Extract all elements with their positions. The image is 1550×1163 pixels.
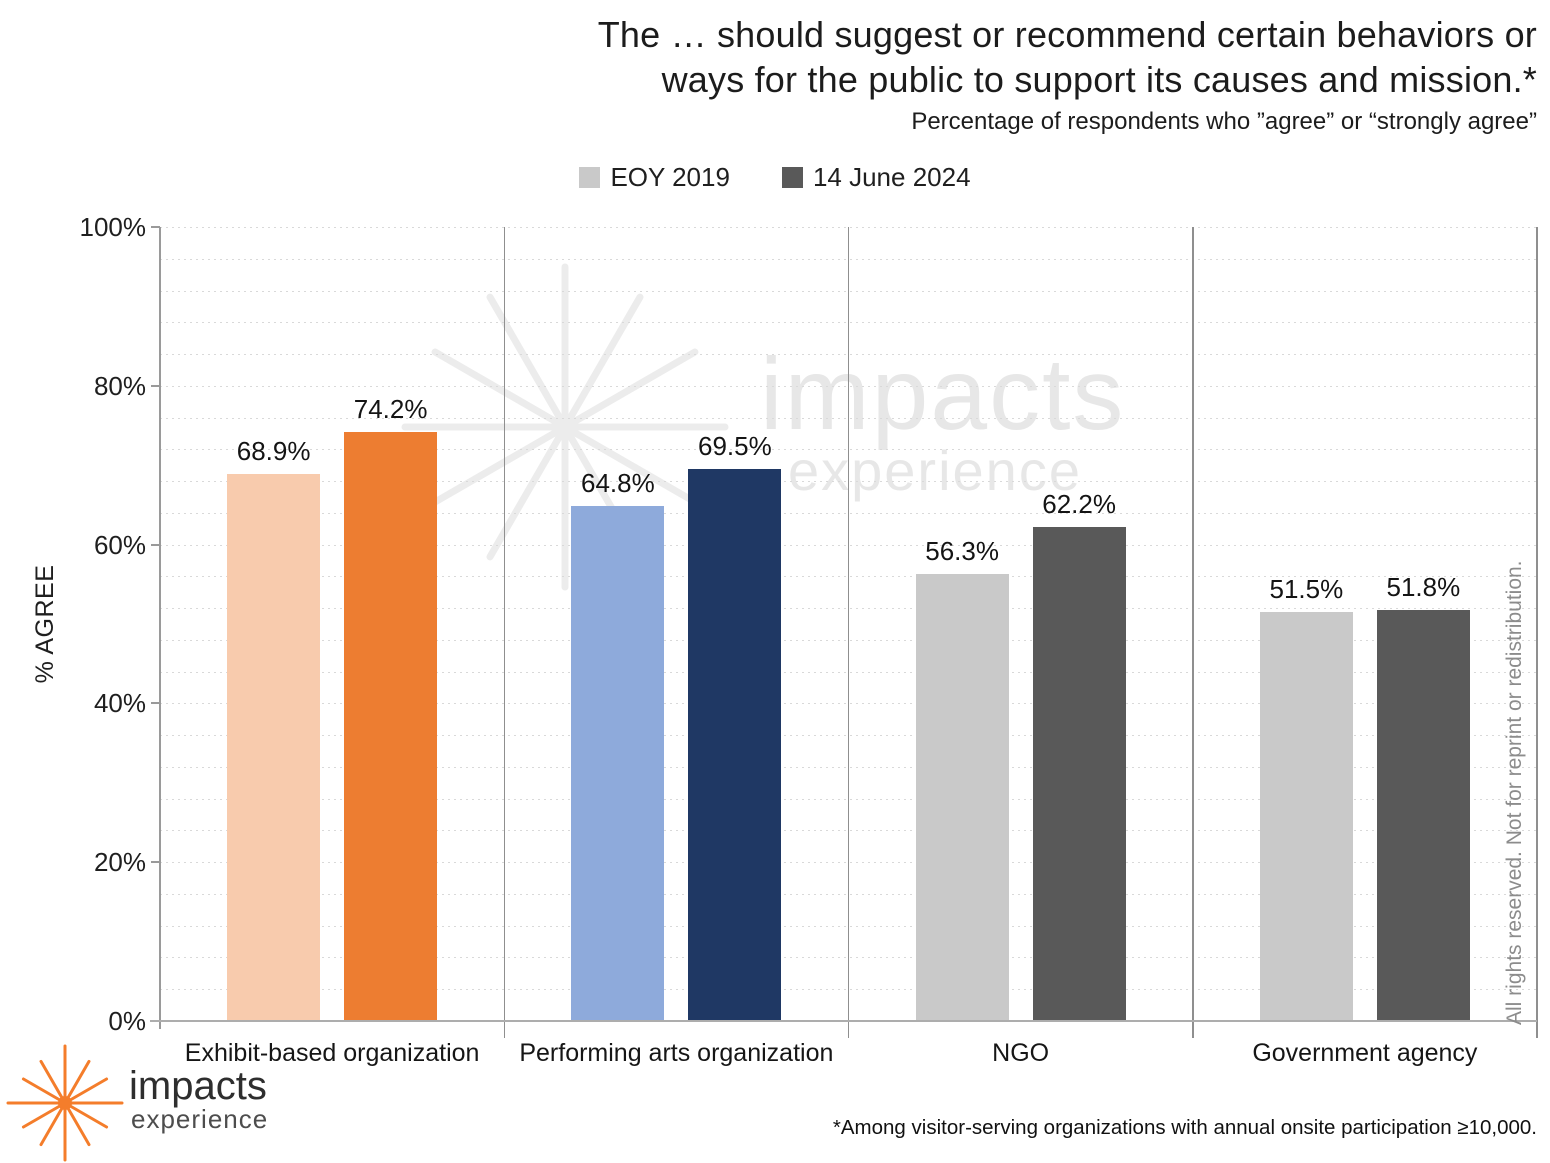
y-axis-title: % AGREE (31, 564, 59, 684)
chart-title-line1: The … should suggest or recommend certai… (597, 14, 1537, 55)
y-axis-tick (151, 226, 160, 228)
category-separator (847, 227, 850, 1038)
legend-item-14-june-2024: 14 June 2024 (781, 162, 971, 193)
bar-14-june-2024-1 (344, 431, 438, 1021)
value-label: 51.5% (1269, 574, 1344, 605)
value-label: 64.8% (581, 468, 655, 499)
logo-sub-text: experience (131, 1104, 269, 1134)
value-label: 62.2% (1042, 489, 1116, 520)
logo-brand-text: impacts (129, 1064, 267, 1108)
legend: EOY 2019 14 June 2024 (0, 162, 1550, 193)
logo-starburst-icon (6, 1044, 124, 1162)
chart-title-line2: ways for the public to support its cause… (661, 59, 1537, 100)
y-axis-tick (151, 384, 160, 387)
bar-eoy-2019-3 (915, 573, 1009, 1021)
bar-14-june-2024-3 (1032, 527, 1126, 1021)
category-label: Exhibit-based organization (184, 1039, 480, 1067)
y-axis-tick (151, 543, 160, 546)
y-tick-label: 0% (108, 1006, 146, 1036)
bar-14-june-2024-2 (688, 469, 782, 1021)
title-block: The … should suggest or recommend certai… (598, 12, 1537, 137)
bar-eoy-2019-2 (571, 506, 665, 1021)
legend-item-eoy-2019: EOY 2019 (579, 162, 730, 193)
bar-eoy-2019-4 (1259, 612, 1353, 1021)
rights-notice-wrap: All rights reserved. Not for reprint or … (1502, 505, 1528, 1025)
legend-label-eoy-2019: EOY 2019 (610, 162, 730, 192)
category-separator (1192, 227, 1194, 1038)
y-tick-label: 20% (93, 847, 146, 878)
footnote: *Among visitor-serving organizations wit… (832, 1116, 1537, 1139)
y-axis-tick (151, 702, 160, 705)
plot-area: impacts experience 68.9% 74.2% 64.8% 69.5% 5… (160, 227, 1538, 1038)
rights-notice: All rights reserved. Not for reprint or … (1503, 560, 1526, 1025)
watermark-brand-text: impacts (760, 337, 1126, 451)
watermark-sub-text: experience (788, 439, 1082, 502)
legend-label-14-june-2024: 14 June 2024 (812, 162, 971, 192)
y-axis-tick (151, 861, 160, 864)
value-label: 69.5% (698, 431, 772, 462)
bar-14-june-2024-4 (1376, 609, 1470, 1021)
value-label: 68.9% (236, 435, 311, 466)
value-label: 74.2% (353, 393, 428, 424)
legend-swatch-eoy-2019 (579, 167, 601, 188)
y-axis-line (159, 227, 161, 1029)
category-separator (503, 227, 505, 1038)
y-tick-label: 40% (93, 688, 146, 719)
category-label: Government agency (1252, 1039, 1478, 1067)
y-tick-label: 60% (93, 529, 146, 560)
y-tick-label: 100% (79, 212, 147, 242)
bar-eoy-2019-1 (227, 473, 321, 1021)
category-label: NGO (992, 1039, 1050, 1067)
watermark-starburst-icon (401, 263, 729, 591)
chart-subtitle: Percentage of respondents who ”agree” or… (911, 108, 1537, 135)
category-label: Performing arts organization (519, 1039, 834, 1067)
value-label: 56.3% (925, 535, 999, 566)
y-tick-label: 80% (93, 370, 146, 401)
legend-swatch-14-june-2024 (781, 167, 803, 188)
value-label: 51.8% (1386, 571, 1461, 602)
x-axis-line (150, 1020, 1537, 1022)
category-separator (1536, 227, 1538, 1038)
